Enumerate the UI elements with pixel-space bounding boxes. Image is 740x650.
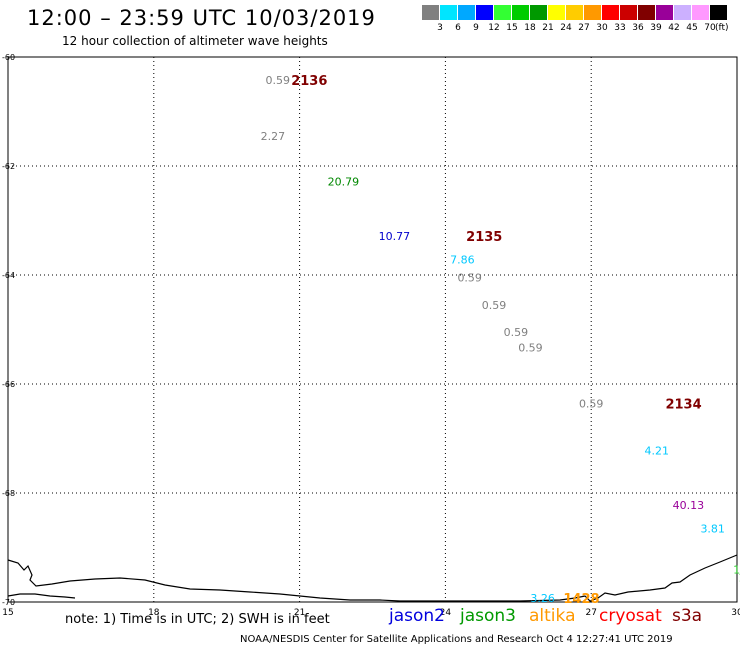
colorbar-unit: (ft) — [715, 23, 729, 33]
color-swatch — [656, 5, 674, 20]
color-swatch — [620, 5, 638, 20]
color-swatch — [458, 5, 476, 20]
pass-id-label: 2135 — [466, 230, 502, 245]
wave-height-label: 0.59 — [518, 341, 543, 354]
x-tick-label: 27 — [585, 608, 596, 618]
wave-height-label: 1.0 — [733, 563, 740, 576]
antarctic-coastline — [7, 554, 738, 602]
color-swatch — [494, 5, 512, 20]
observations: 0.59 2.27 20.79 10.77 7.86 0.59 0.59 0.59 0.59 0.… — [261, 74, 740, 605]
color-swatch — [692, 5, 710, 20]
wave-height-label: 0.59 — [579, 398, 604, 411]
wave-height-label: 2.27 — [261, 130, 286, 143]
x-tick-label: 18 — [148, 608, 160, 618]
pass-id-label: 2134 — [665, 398, 701, 413]
x-tick-label: 21 — [294, 608, 305, 618]
legend-item-jason2: jason2 — [389, 606, 445, 626]
wave-height-label: 0.59 — [504, 326, 529, 339]
wave-height-label: 7.86 — [450, 254, 475, 267]
color-swatch — [638, 5, 656, 20]
color-swatch — [440, 5, 458, 20]
y-tick-label: -60 — [2, 53, 15, 62]
color-swatch — [584, 5, 602, 20]
pass-id-label: 2136 — [291, 74, 327, 89]
x-tick-label: 15 — [2, 608, 13, 618]
map-title: 12:00 – 23:59 UTC 10/03/2019 — [27, 6, 376, 30]
legend-item-s3a: s3a — [672, 606, 703, 626]
color-swatch — [476, 5, 494, 20]
color-swatch — [674, 5, 692, 20]
color-swatch-label: 27 — [578, 23, 590, 33]
color-swatch — [710, 5, 728, 20]
color-swatch-label: 18 — [524, 23, 536, 33]
color-swatch — [602, 5, 620, 20]
axis-tick-labels: 15 18 21 24 27 30 -60 -62 -64 -66 -68 -70 — [2, 53, 740, 618]
color-swatch — [422, 5, 440, 20]
color-swatch-label: 12 — [488, 23, 500, 33]
y-tick-label: -68 — [2, 489, 15, 498]
color-swatch-label: 15 — [506, 23, 518, 33]
color-swatch-label: 30 — [596, 23, 608, 33]
color-swatch — [512, 5, 530, 20]
color-swatch-label: 70 — [704, 23, 716, 33]
wave-height-label: 0.59 — [457, 272, 482, 285]
wave-height-label: 4.21 — [645, 444, 670, 457]
color-swatch-label: 45 — [686, 23, 698, 33]
coastline-inlet — [7, 593, 76, 599]
wave-height-label: 40.13 — [673, 499, 705, 512]
color-swatch-label: 42 — [668, 23, 680, 33]
map-subtitle: 12 hour collection of altimeter wave hei… — [62, 34, 328, 48]
y-tick-label: -64 — [2, 271, 15, 280]
color-swatch — [566, 5, 584, 20]
color-swatch — [530, 5, 548, 20]
color-swatch-label: 24 — [560, 23, 572, 33]
color-swatch-label: 6 — [455, 23, 461, 33]
legend-item-cryosat: cryosat — [599, 606, 662, 626]
grid-lines — [8, 57, 737, 602]
pass-id-label: 1428 — [563, 592, 599, 607]
wave-height-label: 10.77 — [379, 230, 411, 243]
x-tick-label: 24 — [440, 608, 452, 618]
legend-item-jason3: jason3 — [460, 606, 516, 626]
color-swatch — [548, 5, 566, 20]
wave-height-label: 1 — [738, 571, 740, 584]
x-tick-label: 30 — [731, 608, 740, 618]
legend-item-altika: altika — [529, 606, 576, 626]
y-tick-label: -70 — [2, 598, 15, 607]
units-note: note: 1) Time is in UTC; 2) SWH is in fe… — [65, 612, 330, 627]
color-swatch-label: 9 — [473, 23, 479, 33]
wave-height-label: 0.59 — [482, 299, 507, 312]
y-tick-label: -62 — [2, 162, 15, 171]
color-swatch-label: 3 — [437, 23, 443, 33]
wave-height-label: 3.81 — [700, 522, 725, 535]
wave-height-label: 20.79 — [328, 175, 360, 188]
color-swatch-label: 21 — [542, 23, 554, 33]
color-swatch-label: 33 — [614, 23, 626, 33]
wave-height-label: 3.26 — [530, 592, 555, 605]
credit-line: NOAA/NESDIS Center for Satellite Applica… — [240, 634, 673, 645]
color-swatch-label: 36 — [632, 23, 644, 33]
color-swatch-label: 39 — [650, 23, 662, 33]
plot-frame — [7, 56, 738, 603]
wave-height-label: 0.59 — [265, 74, 290, 87]
pass-ids: 2136 2135 2134 1428 — [291, 74, 701, 607]
y-tick-label: -66 — [2, 380, 15, 389]
